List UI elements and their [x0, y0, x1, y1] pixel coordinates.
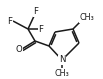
Text: F: F — [33, 8, 39, 17]
Text: CH₃: CH₃ — [80, 14, 94, 23]
Text: N: N — [59, 56, 65, 64]
Text: F: F — [8, 17, 12, 26]
Text: O: O — [16, 44, 22, 53]
Text: CH₃: CH₃ — [55, 68, 69, 77]
Text: F: F — [39, 24, 43, 33]
